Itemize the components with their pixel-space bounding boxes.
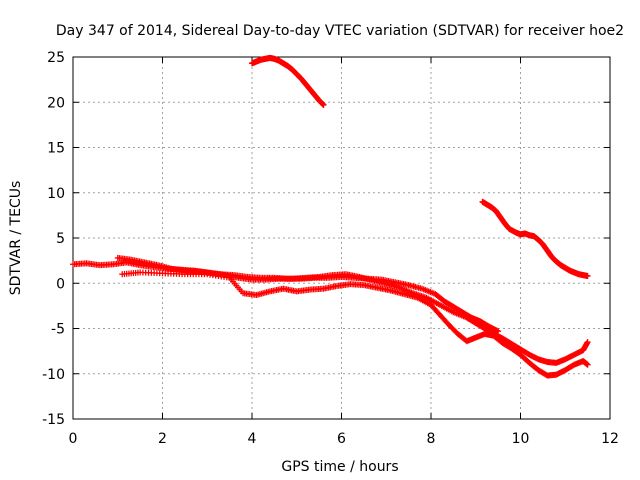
data-point-interpolated [320,101,327,108]
data-point-interpolated [435,301,442,308]
x-tick-label: 4 [248,431,257,447]
data-points [70,54,591,379]
series-track-b [479,198,591,280]
y-tick-label: -10 [42,367,65,383]
data-point-interpolated [515,350,522,357]
data-point-interpolated [179,271,186,278]
chart-title: Day 347 of 2014, Sidereal Day-to-day VTE… [56,23,624,39]
x-tick-label: 6 [337,431,346,447]
data-point-interpolated [568,363,575,370]
x-axis-label: GPS time / hours [281,459,398,475]
data-point-interpolated [166,265,173,272]
data-point-interpolated [238,288,245,295]
y-tick-label: 10 [47,186,65,202]
data-point-interpolated [399,290,406,297]
data-point-interpolated [584,340,591,347]
data-point-interpolated [443,319,450,326]
data-point-interpolated [434,309,441,316]
y-tick-label: 25 [47,50,65,66]
data-point-interpolated [381,280,388,287]
data-point-interpolated [139,259,146,266]
x-tick-label: 12 [601,431,619,447]
axis-ticks: 0 2 4 6 8 10 12 -15 -10 -5 0 5 10 15 20 25 [42,50,619,447]
data-point-interpolated [156,270,163,277]
x-tick-label: 10 [512,431,530,447]
data-point-interpolated [386,287,393,294]
data-point-interpolated [461,336,468,343]
y-tick-label: -15 [42,412,65,428]
y-tick-label: -5 [51,322,65,338]
data-point-interpolated [524,350,531,357]
data-point-interpolated [439,296,446,303]
x-tick-label: 2 [158,431,167,447]
data-point-interpolated [506,344,513,351]
data-point-interpolated [584,272,591,279]
series-track-d [114,254,591,366]
data-point-interpolated [201,271,208,278]
data-point-interpolated [497,338,504,345]
y-tick-label: 15 [47,141,65,157]
data-point-interpolated [479,324,486,331]
y-tick-label: 5 [56,231,65,247]
data-point-interpolated [153,261,160,268]
data-point-interpolated [515,344,522,351]
y-tick-label: 0 [56,276,65,292]
data-point-interpolated [417,285,424,292]
data-point-interpolated [542,371,549,378]
data-point-interpolated [265,288,272,295]
data-point-interpolated [584,361,591,368]
grid-lines [73,57,610,419]
series-track-e [119,269,591,379]
data-point-interpolated [134,269,141,276]
data-point-interpolated [372,284,379,291]
data-point-interpolated [452,328,459,335]
data-point-interpolated [412,294,419,301]
data-point-interpolated [448,308,455,315]
data-point-interpolated [223,274,230,281]
data-point-interpolated [524,357,531,364]
y-tick-label: 20 [47,95,65,111]
data-point-interpolated [368,277,375,284]
data-point-interpolated [448,302,455,309]
data-point-interpolated [354,273,361,280]
series-track-c [70,259,502,335]
data-point-interpolated [470,318,477,325]
x-tick-label: 0 [69,431,78,447]
x-tick-label: 8 [427,431,436,447]
series-track-a [249,54,327,108]
y-axis-label: SDTVAR / TECUs [8,181,24,296]
data-point-interpolated [403,281,410,288]
data-point-interpolated [533,365,540,372]
